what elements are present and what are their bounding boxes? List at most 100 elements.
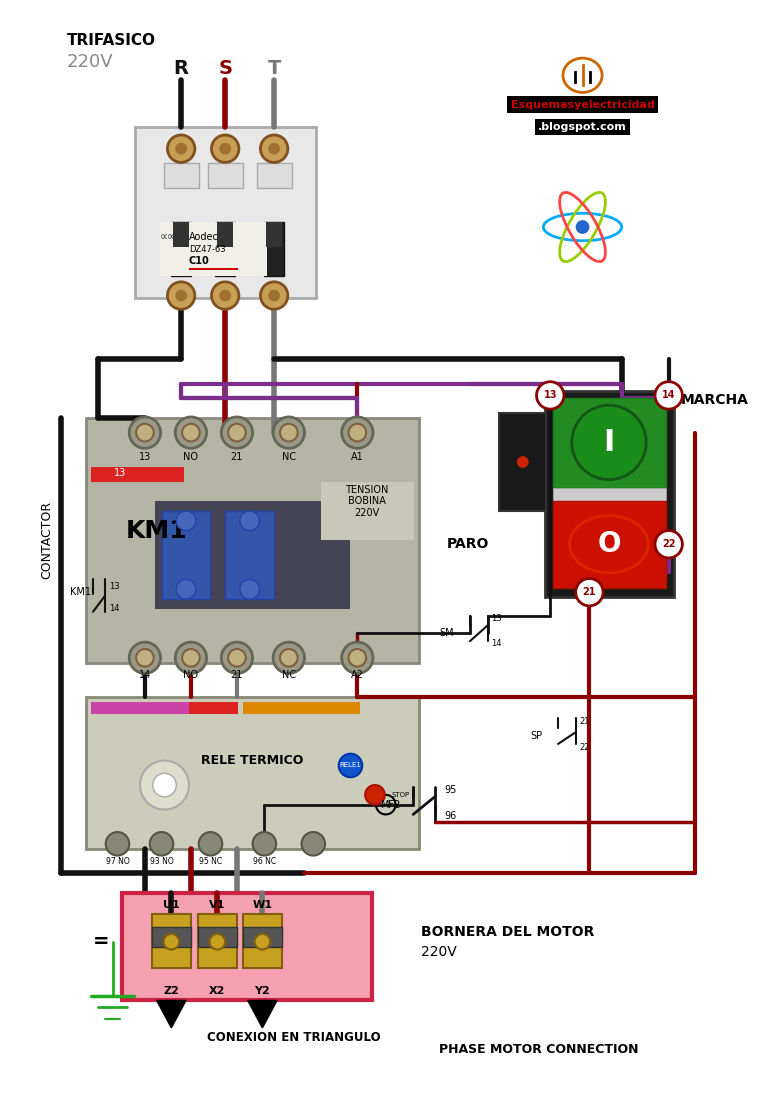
Text: Esquemasyelectricidad: Esquemasyelectricidad	[511, 100, 654, 110]
Text: NC: NC	[282, 452, 296, 462]
Text: 21: 21	[231, 671, 243, 681]
Bar	[553, 501, 666, 588]
Text: KM1: KM1	[125, 519, 187, 542]
Text: CONTACTOR: CONTACTOR	[40, 501, 53, 579]
Text: A2: A2	[351, 671, 364, 681]
Text: Esquemasyelectricidad: Esquemasyelectricidad	[511, 100, 654, 110]
Circle shape	[163, 934, 179, 949]
Bar	[207, 163, 242, 187]
Text: ∝∝∝: ∝∝∝	[160, 232, 184, 242]
Circle shape	[106, 832, 129, 855]
Circle shape	[261, 135, 288, 162]
Circle shape	[199, 832, 222, 855]
Bar	[264, 222, 284, 276]
Bar	[215, 222, 235, 276]
Text: TENSION
BOBINA
220V: TENSION BOBINA 220V	[346, 485, 389, 518]
Text: PHASE MOTOR CONNECTION: PHASE MOTOR CONNECTION	[439, 1042, 638, 1056]
Text: 14: 14	[109, 604, 119, 613]
Circle shape	[136, 649, 154, 667]
Bar	[122, 893, 372, 1000]
Bar	[242, 914, 282, 968]
Text: =: =	[93, 933, 109, 952]
Bar	[225, 516, 274, 594]
Bar	[152, 927, 191, 947]
Circle shape	[211, 135, 239, 162]
Circle shape	[655, 381, 682, 409]
Bar	[171, 222, 191, 276]
Text: I: I	[603, 428, 615, 457]
Text: 95: 95	[445, 785, 457, 795]
Text: 13: 13	[543, 390, 557, 400]
Circle shape	[572, 405, 646, 479]
Circle shape	[517, 456, 529, 468]
Circle shape	[349, 649, 366, 667]
Circle shape	[261, 282, 288, 309]
Circle shape	[182, 649, 200, 667]
Circle shape	[221, 417, 252, 448]
Circle shape	[240, 580, 259, 599]
Text: DZ47-63: DZ47-63	[189, 245, 226, 254]
Text: 13: 13	[114, 468, 127, 478]
Bar	[198, 927, 237, 947]
Bar	[242, 702, 360, 713]
Bar	[162, 516, 211, 594]
Bar	[189, 268, 238, 271]
Circle shape	[167, 282, 195, 309]
Circle shape	[176, 143, 187, 154]
Polygon shape	[157, 1000, 186, 1028]
Circle shape	[655, 530, 682, 558]
Circle shape	[176, 580, 196, 599]
Circle shape	[280, 649, 298, 667]
Text: R: R	[173, 59, 188, 78]
Bar	[553, 488, 666, 501]
Text: T: T	[268, 59, 281, 78]
Circle shape	[220, 289, 231, 302]
Circle shape	[342, 642, 373, 673]
Bar	[155, 501, 350, 609]
Text: Y2: Y2	[255, 986, 271, 996]
Bar	[135, 128, 316, 298]
Text: 13: 13	[492, 614, 502, 623]
Circle shape	[211, 282, 239, 309]
Text: SM: SM	[439, 629, 454, 639]
Text: .blogspot.com: .blogspot.com	[538, 122, 627, 132]
Circle shape	[342, 417, 373, 448]
Ellipse shape	[569, 516, 648, 573]
Text: 14: 14	[492, 639, 502, 648]
Text: V1: V1	[209, 899, 226, 909]
Circle shape	[575, 579, 603, 606]
Text: C10: C10	[189, 256, 210, 266]
Bar	[198, 914, 237, 968]
Circle shape	[240, 511, 259, 530]
Text: 97 NO: 97 NO	[106, 857, 129, 866]
Text: 220V: 220V	[421, 945, 457, 958]
Text: TRIFASICO: TRIFASICO	[67, 33, 156, 48]
Bar	[266, 222, 282, 246]
Circle shape	[255, 934, 271, 949]
Bar	[162, 511, 211, 599]
Circle shape	[153, 773, 176, 796]
Bar	[163, 163, 199, 187]
Circle shape	[273, 642, 305, 673]
Bar	[546, 390, 673, 597]
Circle shape	[140, 761, 189, 810]
Circle shape	[339, 754, 363, 777]
Text: RELE TERMICO: RELE TERMICO	[201, 754, 304, 767]
Circle shape	[136, 424, 154, 441]
Text: BORNERA DEL MOTOR: BORNERA DEL MOTOR	[421, 925, 594, 939]
Text: U1: U1	[163, 899, 179, 909]
Text: NC: NC	[282, 671, 296, 681]
Bar	[321, 481, 414, 540]
Circle shape	[129, 417, 160, 448]
Circle shape	[176, 289, 187, 302]
Circle shape	[167, 135, 195, 162]
Circle shape	[268, 143, 280, 154]
Circle shape	[220, 143, 231, 154]
Polygon shape	[248, 1000, 277, 1028]
Bar	[225, 511, 274, 599]
Text: 95 NC: 95 NC	[199, 857, 222, 866]
Bar	[91, 467, 155, 481]
Bar	[499, 413, 546, 511]
Text: RELE1: RELE1	[340, 763, 362, 769]
Circle shape	[575, 221, 590, 234]
